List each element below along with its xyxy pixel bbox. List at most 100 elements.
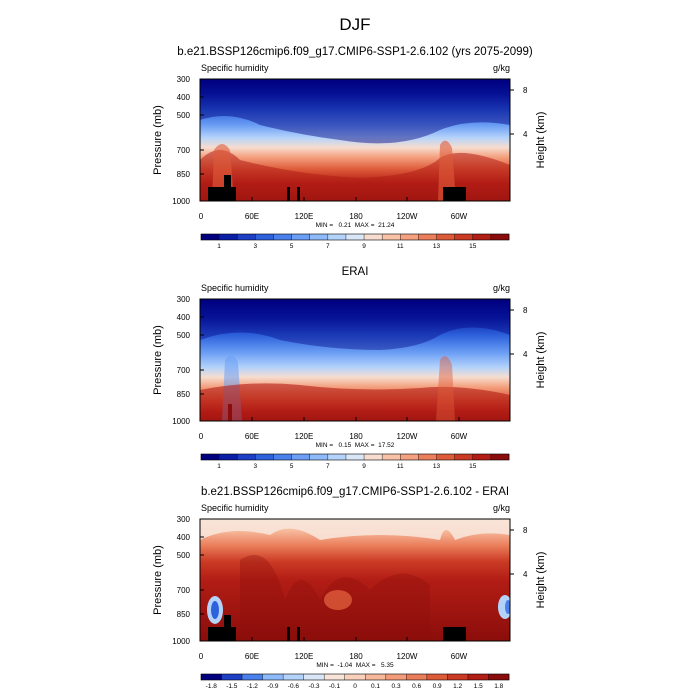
x-tick-label: 180 [349, 212, 363, 221]
colorbar-swatch [345, 454, 365, 460]
colorbar-swatch [219, 234, 238, 240]
colorbar-swatch [291, 454, 311, 460]
y-tick-label: 850 [177, 170, 191, 179]
colorbar-label: 9 [362, 243, 366, 250]
panel-2-colorbar: 1 3 5 7 9 11 13 15 [200, 453, 510, 470]
colorbar-label: -0.6 [288, 683, 300, 690]
panel-3-units: g/kg [493, 503, 510, 513]
colorbar-swatch [221, 674, 243, 680]
colorbar-label: 1 [217, 463, 221, 470]
colorbar-label: -0.3 [308, 683, 320, 690]
panel-2-variable-label: Specific humidity [201, 283, 269, 293]
colorbar-swatch [365, 674, 387, 680]
colorbar-label: 3 [254, 463, 258, 470]
panel-1-x-ticks: 0 60E 120E 180 120W 60W [199, 197, 468, 221]
colorbar-label: 11 [397, 463, 404, 470]
colorbar-label: 3 [254, 243, 258, 250]
colorbar-swatch [447, 674, 469, 680]
colorbar-swatch [273, 454, 292, 460]
colorbar-label: 15 [469, 243, 477, 250]
x-tick-label: 60E [245, 212, 259, 221]
panel-3-y-label: Pressure (mb) [152, 545, 164, 615]
colorbar-label: 9 [362, 463, 366, 470]
colorbar-label: -1.8 [206, 683, 218, 690]
x-tick-label: 120W [397, 432, 418, 441]
panel-3-y-ticks: 300 400 500 700 850 1000 [172, 515, 204, 646]
colorbar-label: 5 [290, 463, 294, 470]
y-tick-label: 700 [177, 146, 191, 155]
panel-2-min-max: MIN = 0.15 MAX = 17.52 [316, 442, 395, 449]
colorbar-label: 13 [433, 243, 441, 250]
panel-2-field [200, 299, 510, 421]
colorbar-label: 15 [469, 463, 477, 470]
colorbar-swatch [345, 234, 365, 240]
colorbar-swatch [219, 454, 238, 460]
colorbar-swatch [426, 674, 448, 680]
y-right-tick-label: 4 [523, 570, 528, 579]
panel-1-y-label: Pressure (mb) [152, 105, 164, 175]
y-tick-label: 300 [177, 75, 191, 84]
y-right-tick-label: 8 [523, 86, 528, 95]
x-tick-label: 0 [199, 652, 204, 661]
colorbar-label: 0.3 [392, 683, 401, 690]
panel-2-units: g/kg [493, 283, 510, 293]
colorbar-swatch [291, 234, 311, 240]
y-right-tick-label: 4 [523, 130, 528, 139]
colorbar-swatch [436, 234, 455, 240]
colorbar-swatch [327, 234, 347, 240]
colorbar-swatch [201, 674, 222, 680]
y-tick-label: 850 [177, 390, 191, 399]
colorbar-swatch [262, 674, 284, 680]
x-tick-label: 180 [349, 652, 363, 661]
panel-3-colorbar: -1.8 -1.5 -1.2 -0.9 -0.6 -0.3 -0.1 0 0.1 0.3 0.6 0.… [200, 673, 510, 690]
colorbar-swatch [382, 234, 401, 240]
colorbar-label: 13 [433, 463, 441, 470]
panel-1-y-ticks: 300 400 500 700 850 1000 [172, 75, 204, 206]
panel-1-min-max: MIN = 0.21 MAX = 21.24 [316, 222, 395, 229]
x-tick-label: 0 [199, 212, 204, 221]
colorbar-swatch [467, 674, 489, 680]
panel-3: b.e21.BSSP126cmip6.f09_g17.CMIP6-SSP1-2.… [152, 486, 547, 690]
panel-2: ERAI Specific humidity g/kg 300 400 500 … [152, 266, 547, 470]
panel-3-y-ticks-right: 8 4 [510, 526, 528, 579]
colorbar-swatch [364, 234, 383, 240]
colorbar-swatch [283, 674, 304, 680]
panel-1-units: g/kg [493, 63, 510, 73]
colorbar-label: 0.6 [412, 683, 421, 690]
colorbar-swatch [324, 674, 346, 680]
colorbar-swatch [385, 674, 407, 680]
x-tick-label: 120E [295, 432, 314, 441]
panel-1-colorbar: 1 3 5 7 9 11 13 15 [200, 233, 510, 250]
colorbar-swatch [201, 234, 220, 240]
colorbar-swatch [309, 454, 329, 460]
x-tick-label: 60W [451, 652, 468, 661]
colorbar-swatch [237, 234, 256, 240]
x-tick-label: 0 [199, 432, 204, 441]
colorbar-label: 1.5 [474, 683, 483, 690]
y-tick-label: 400 [177, 313, 191, 322]
x-tick-label: 120W [397, 212, 418, 221]
panel-3-y-label-right: Height (km) [535, 552, 547, 609]
colorbar-swatch [201, 454, 220, 460]
colorbar-swatch [472, 234, 492, 240]
colorbar-swatch [454, 454, 474, 460]
colorbar-label: 1 [217, 243, 221, 250]
colorbar-label: 0.9 [433, 683, 442, 690]
colorbar-border [200, 233, 510, 241]
colorbar-label: -1.5 [226, 683, 238, 690]
colorbar-label: -0.9 [267, 683, 279, 690]
colorbar-swatch [406, 674, 428, 680]
colorbar-swatch [454, 234, 474, 240]
colorbar-swatch [418, 454, 437, 460]
colorbar-swatch [436, 454, 455, 460]
colorbar-swatch [255, 454, 274, 460]
colorbar-label: -1.2 [247, 683, 259, 690]
x-tick-label: 180 [349, 432, 363, 441]
colorbar-swatch [364, 454, 383, 460]
y-tick-label: 700 [177, 366, 191, 375]
y-tick-label: 500 [177, 111, 191, 120]
colorbar-label: 1.8 [494, 683, 503, 690]
colorbar-swatch [382, 454, 401, 460]
colorbar-label: 1.2 [453, 683, 462, 690]
